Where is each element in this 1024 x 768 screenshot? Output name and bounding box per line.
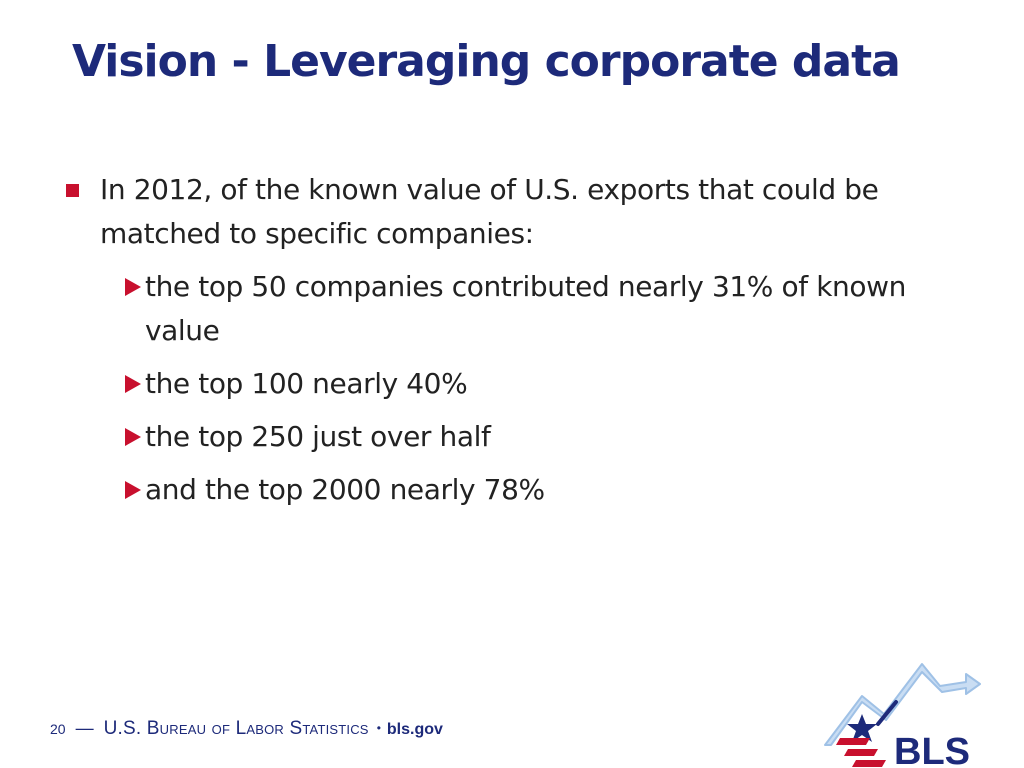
website-link[interactable]: bls.gov [386, 721, 443, 738]
sub-bullet-item: and the top 2000 nearly 78% [64, 468, 964, 512]
sub-bullet-text: the top 250 just over half [145, 420, 491, 453]
bullet-text: In 2012, of the known value of U.S. expo… [100, 173, 879, 250]
footer-separator: • [376, 721, 381, 735]
sub-bullet-item: the top 100 nearly 40% [64, 362, 964, 406]
agency-name: U.S. Bureau of Labor Statistics [103, 718, 369, 739]
sub-bullet-text: and the top 2000 nearly 78% [145, 473, 545, 506]
bullet-list: In 2012, of the known value of U.S. expo… [64, 168, 964, 512]
page-number: 20 [50, 721, 66, 737]
sub-bullet-text: the top 100 nearly 40% [145, 367, 468, 400]
logo-text: BLS [894, 731, 970, 768]
bls-logo-icon: BLS [824, 663, 981, 768]
triangle-bullet-icon [125, 375, 141, 393]
footer: 20 — U.S. Bureau of Labor Statistics • b… [50, 718, 443, 740]
bullet-item: In 2012, of the known value of U.S. expo… [64, 168, 964, 256]
sub-bullet-item: the top 50 companies contributed nearly … [64, 265, 964, 353]
sub-bullet-text: the top 50 companies contributed nearly … [145, 270, 906, 347]
slide-title: Vision - Leveraging corporate data [72, 36, 901, 87]
triangle-bullet-icon [125, 481, 141, 499]
triangle-bullet-icon [125, 428, 141, 446]
footer-dash: — [75, 718, 94, 738]
sub-bullet-item: the top 250 just over half [64, 415, 964, 459]
triangle-bullet-icon [125, 278, 141, 296]
square-bullet-icon [66, 184, 79, 197]
